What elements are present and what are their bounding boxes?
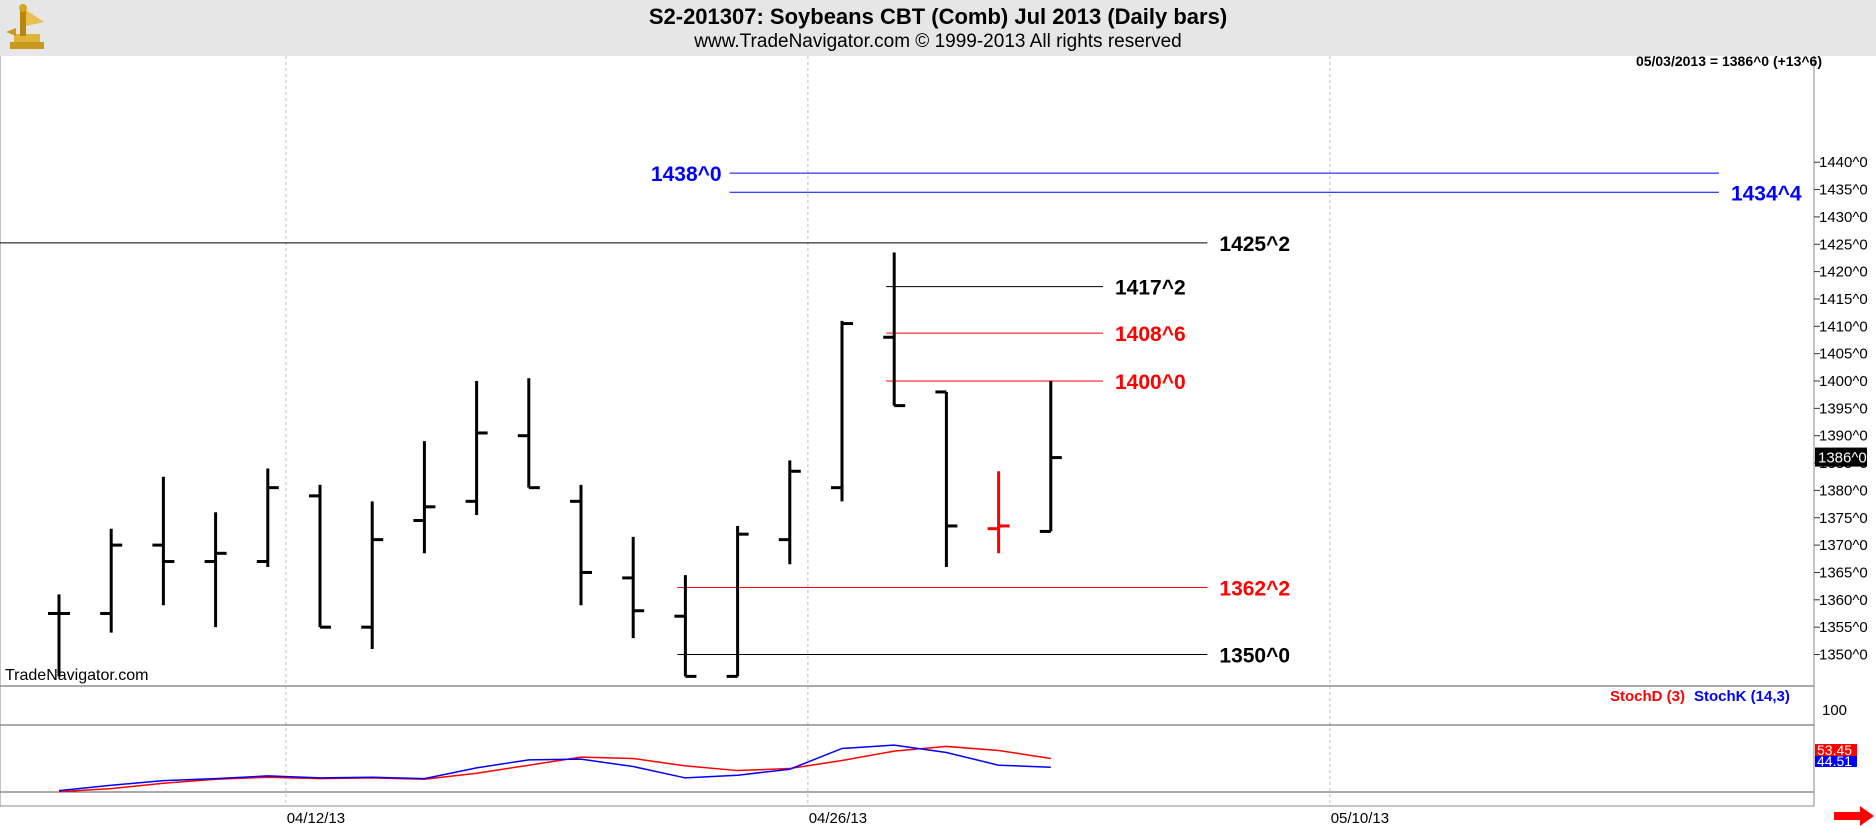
ohlc-bar [935,390,958,567]
y-tick-label: 1370^0 [1819,537,1868,554]
ohlc-bar [517,378,540,490]
x-tick-label: 05/10/13 [1331,810,1389,827]
stoch-d-value-tag [1815,744,1857,756]
level-label: 1408^6 [1115,323,1186,346]
stoch-k-legend: StochK (14,3) [1694,688,1790,705]
current-price-label: 1386^0 [1818,450,1867,467]
ohlc-bar [465,381,488,516]
current-price-tag [1815,447,1867,467]
ohlc-bar [413,441,436,554]
stoch-d-legend: StochD (3) [1610,688,1685,705]
ohlc-bar [152,476,175,606]
y-tick-label: 1440^0 [1819,154,1868,171]
chart-header: S2-201307: Soybeans CBT (Comb) Jul 2013 … [0,0,1876,56]
level-label: 1438^0 [651,163,722,186]
level-label: 1417^2 [1115,277,1186,300]
grid-lines [0,56,1815,807]
stoch-k-value-tag [1815,756,1857,767]
ohlc-bar [256,468,279,567]
y-tick-label: 1395^0 [1819,400,1868,417]
stoch-d-value: 53.45 [1817,742,1852,758]
price-levels: 1438^0 1434^4 1425^2 1417^2 1408^6 1400^0 1362… [0,163,1802,668]
stoch-series-line [58,745,1051,793]
y-tick-label: 1365^0 [1819,564,1868,581]
level-label: 1434^4 [1731,182,1802,205]
y-tick-label: 1390^0 [1819,428,1868,445]
level-label: 1400^0 [1115,371,1186,394]
axes: 04/12/13 04/26/13 05/10/13 1350^0 1355^0 1360… [287,154,1868,827]
ohlc-bar [674,575,697,678]
ohlc-bar [1039,381,1062,533]
stoch-y-tick-label: 100 [1822,702,1847,719]
y-tick-label: 1375^0 [1819,510,1868,527]
y-tick-label: 1410^0 [1819,318,1868,335]
trade-navigator-logo-icon [4,2,52,52]
ohlc-bar [309,484,331,629]
copyright-notice: www.TradeNavigator.com © 1999-2013 All r… [694,31,1182,52]
ohlc-bar [204,512,227,628]
y-tick-label: 1350^0 [1819,647,1868,664]
watermark: TradeNavigator.com [5,667,149,684]
y-tick-label: 1435^0 [1819,182,1868,199]
ohlc-bar [361,501,384,650]
ohlc-bar [883,252,906,408]
y-tick-label: 1430^0 [1819,209,1868,226]
y-tick-label: 1355^0 [1819,619,1868,636]
y-tick-label: 1360^0 [1819,592,1868,609]
price-bars [48,252,1062,678]
x-tick-label: 04/12/13 [287,810,345,827]
level-label: 1350^0 [1219,645,1290,668]
last-price-info: 05/03/2013 = 1386^0 (+13^6) [1636,53,1822,69]
scroll-right-arrow-icon[interactable] [1834,806,1874,826]
stoch-k-value: 44.51 [1817,753,1852,769]
y-tick-label: 1400^0 [1819,373,1868,390]
y-tick-label: 1425^0 [1819,236,1868,253]
ohlc-bar [831,320,853,502]
y-tick-label: 1420^0 [1819,264,1868,281]
ohlc-bar [100,528,123,633]
ohlc-bar [570,484,592,606]
x-tick-label: 04/26/13 [809,810,867,827]
y-tick-label: 1405^0 [1819,346,1868,363]
y-tick-label: 1380^0 [1819,482,1868,499]
y-tick-label: 1415^0 [1819,291,1868,308]
ohlc-bar [726,525,749,678]
ohlc-bar [987,471,1010,554]
level-label: 1362^2 [1219,577,1290,600]
chart-title: S2-201307: Soybeans CBT (Comb) Jul 2013 … [648,4,1228,29]
ohlc-bar [48,594,70,677]
stoch-series-line [58,744,1051,792]
level-label: 1425^2 [1219,233,1290,256]
ohlc-bar [778,460,801,565]
ohlc-bar [622,536,645,639]
